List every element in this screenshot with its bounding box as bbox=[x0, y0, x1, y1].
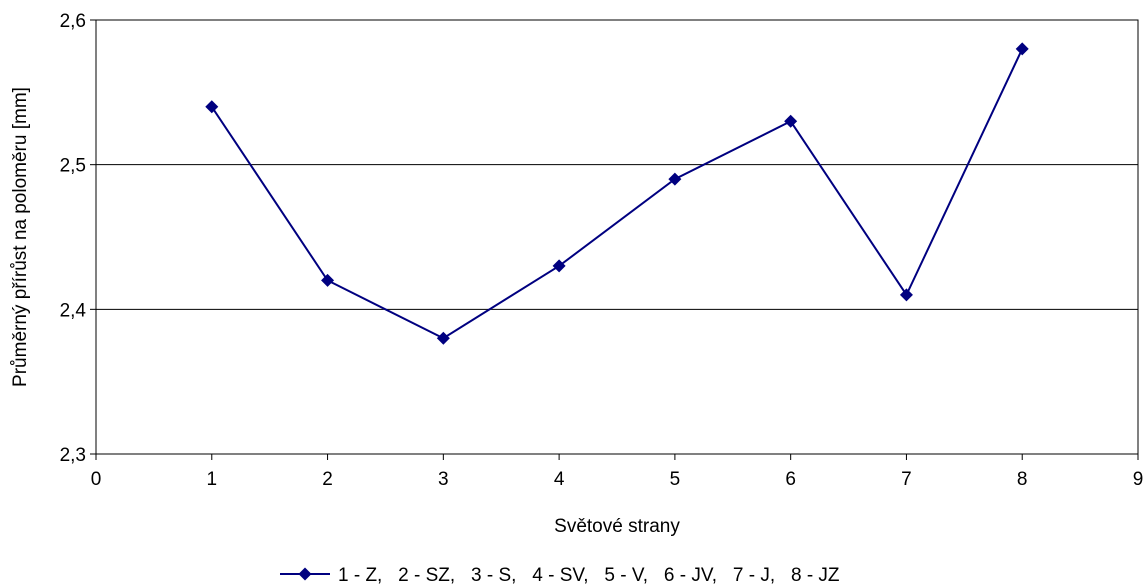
y-axis-ticks: 2,3 2,4 2,5 2,6 bbox=[60, 11, 96, 466]
x-tick-label: 9 bbox=[1133, 469, 1144, 490]
data-point-marker bbox=[321, 273, 335, 287]
x-axis-title: Světové strany bbox=[554, 516, 680, 537]
x-tick-label: 0 bbox=[91, 469, 102, 490]
x-tick-label: 6 bbox=[785, 469, 796, 490]
legend-label: 1 - Z, 2 - SZ, 3 - S, 4 - SV, 5 - V, 6 -… bbox=[338, 565, 840, 586]
legend: 1 - Z, 2 - SZ, 3 - S, 4 - SV, 5 - V, 6 -… bbox=[280, 565, 840, 586]
x-axis-ticks: 0 1 2 3 4 5 6 7 8 9 bbox=[91, 454, 1144, 490]
legend-marker-swatch bbox=[298, 567, 312, 581]
x-tick-label: 8 bbox=[1017, 469, 1028, 490]
data-point-marker bbox=[436, 331, 450, 345]
x-tick-label: 5 bbox=[670, 469, 681, 490]
data-point-marker bbox=[552, 259, 566, 273]
y-tick-label: 2,6 bbox=[60, 11, 86, 32]
data-point-marker bbox=[1015, 42, 1029, 56]
series-group bbox=[205, 42, 1029, 345]
x-tick-label: 4 bbox=[554, 469, 565, 490]
x-tick-label: 2 bbox=[322, 469, 333, 490]
data-point-marker bbox=[784, 114, 798, 128]
x-tick-label: 7 bbox=[901, 469, 912, 490]
data-point-marker bbox=[899, 288, 913, 302]
y-tick-label: 2,5 bbox=[60, 156, 86, 177]
series-line bbox=[210, 48, 1024, 340]
x-tick-label: 3 bbox=[438, 469, 449, 490]
y-axis-title: Průměrný přírůst na poloměru [mm] bbox=[10, 87, 31, 387]
y-tick-label: 2,4 bbox=[60, 300, 87, 321]
data-point-marker bbox=[668, 172, 682, 186]
data-point-marker bbox=[205, 100, 219, 114]
plot-area-frame bbox=[95, 19, 1139, 455]
gridlines bbox=[96, 164, 1138, 310]
y-tick-label: 2,3 bbox=[60, 445, 86, 466]
x-tick-label: 1 bbox=[206, 469, 217, 490]
